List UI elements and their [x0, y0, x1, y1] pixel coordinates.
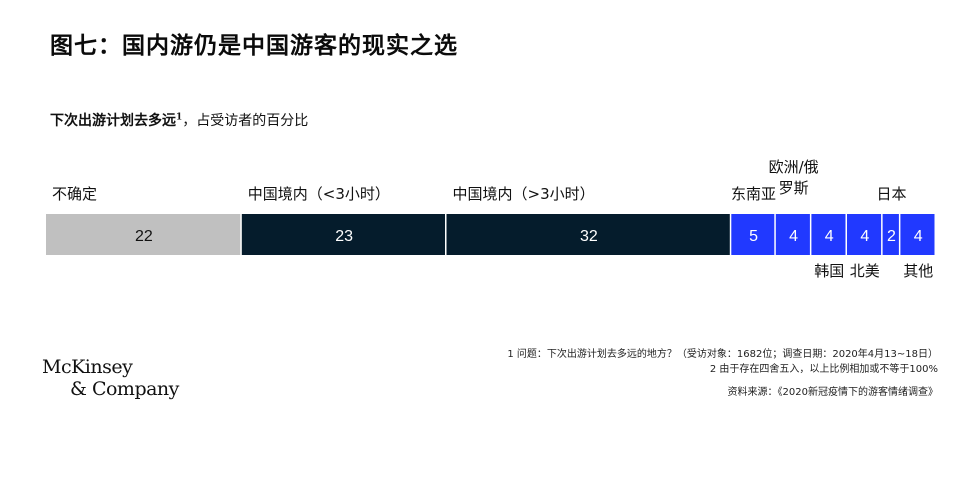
mckinsey-logo: McKinsey & Company	[42, 356, 179, 400]
category-label-segment-4: 东南亚	[731, 185, 776, 203]
value-label-segment-3: 32	[580, 228, 598, 245]
source-note: 资料来源：《2020新冠疫情下的游客情绪调查》	[727, 387, 938, 398]
footnote-1: 1 问题：下次出游计划去多远的地方？（受访对象：1682位；调查日期：2020年…	[507, 349, 938, 360]
value-label-segment-4: 5	[749, 228, 758, 245]
category-label-segment-8: 日本	[876, 185, 906, 203]
bar-segment-1	[46, 214, 241, 255]
value-label-segment-8: 2	[887, 228, 896, 245]
footnote-2: 2 由于存在四舍五入，以上比例相加或不等于100%	[709, 364, 938, 375]
value-label-segment-1: 22	[135, 228, 153, 245]
bar-segment-6	[811, 214, 846, 255]
value-label-segment-2: 23	[335, 228, 353, 245]
value-label-segment-9: 4	[914, 228, 923, 245]
bar-segment-4	[731, 214, 775, 255]
category-label-segment-9: 其他	[903, 262, 933, 280]
value-label-segment-6: 4	[825, 228, 834, 245]
bar-segment-9	[900, 214, 935, 255]
category-label-segment-1: 不确定	[52, 185, 97, 203]
footnotes: 1 问题：下次出游计划去多远的地方？（受访对象：1682位；调查日期：2020年…	[507, 347, 938, 400]
subtitle-unit: ，占受访者的百分比	[182, 113, 309, 129]
value-label-segment-5: 4	[789, 228, 798, 245]
bar-segment-8	[882, 214, 899, 255]
logo-line-1: McKinsey	[42, 356, 133, 378]
bar-segment-3	[446, 214, 730, 255]
logo-line-2: & Company	[70, 378, 179, 400]
value-label-segment-7: 4	[860, 228, 869, 245]
footnote-marker: 1	[176, 112, 183, 123]
subtitle-question: 下次出游计划去多远	[50, 113, 176, 129]
chart-subtitle: 下次出游计划去多远1，占受访者的百分比	[50, 110, 308, 130]
page-title: 图七：国内游仍是中国游客的现实之选	[50, 32, 458, 59]
category-label-segment-5: 欧洲/俄罗斯	[769, 158, 819, 197]
category-label-segment-7: 北美	[850, 262, 880, 280]
bar-segment-7	[847, 214, 882, 255]
bar-segment-5	[775, 214, 810, 255]
category-label-segment-2: 中国境内（<3小时）	[248, 185, 390, 203]
category-label-segment-3: 中国境内（>3小时）	[453, 185, 595, 203]
bar-segment-2	[241, 214, 445, 255]
category-label-segment-6: 韩国	[814, 262, 844, 280]
